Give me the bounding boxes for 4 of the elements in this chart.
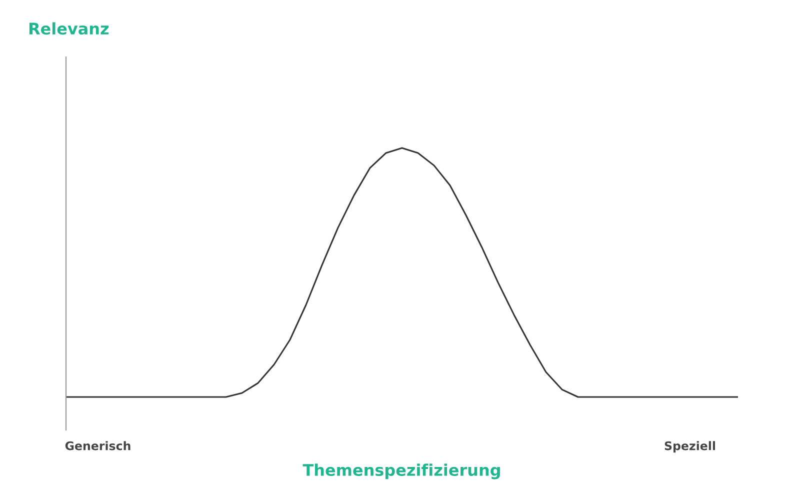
- x-tick-label: Generisch: [65, 441, 130, 450]
- x-axis-title: Themenspezifizierung: [302, 464, 500, 480]
- text: Relevanz: [29, 22, 109, 35]
- x-tick-label: Speziell: [664, 441, 715, 453]
